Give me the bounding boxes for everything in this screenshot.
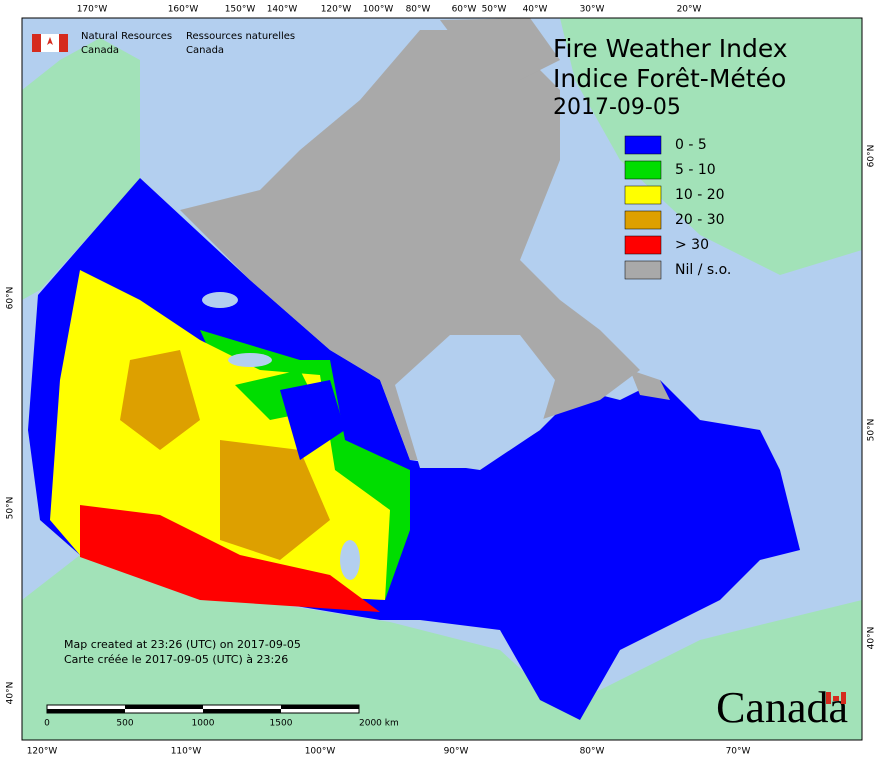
longitude-label: 30°W: [580, 5, 605, 15]
legend-swatch: [624, 210, 662, 230]
legend-label: 0 - 5: [675, 137, 707, 153]
scale-label: 1500: [270, 719, 293, 729]
title: Indice Forêt-Météo: [553, 64, 786, 93]
agency-en: Canada: [81, 45, 119, 56]
agency-en: Natural Resources: [81, 31, 172, 42]
latitude-label: 50°N: [6, 497, 16, 520]
latitude-label: 50°N: [867, 419, 877, 442]
longitude-label: 80°W: [580, 747, 605, 757]
scale-label: 0: [44, 719, 50, 729]
longitude-label: 50°W: [482, 5, 507, 15]
map-frame: [21, 17, 863, 741]
longitude-label: 100°W: [305, 747, 336, 757]
date: 2017-09-05: [553, 95, 681, 120]
longitude-label: 120°W: [27, 747, 58, 757]
agency-fr: Ressources naturelles: [186, 31, 295, 42]
hudson-bay: [395, 335, 555, 468]
fire-zones: [50, 270, 410, 612]
scale-bar: [46, 704, 360, 714]
title: Fire Weather Index: [553, 34, 788, 63]
legend-label: 10 - 20: [675, 187, 725, 203]
longitude-label: 60°W: [452, 5, 477, 15]
legend-label: Nil / s.o.: [675, 262, 731, 278]
longitude-label: 110°W: [171, 747, 202, 757]
latitude-label: 60°N: [867, 145, 877, 168]
footer: Map created at 23:26 (UTC) on 2017-09-05: [64, 638, 301, 651]
footer: Carte créée le 2017-09-05 (UTC) à 23:26: [64, 653, 288, 666]
longitude-label: 80°W: [406, 5, 431, 15]
lakes: [202, 292, 360, 580]
legend-label: > 30: [675, 237, 709, 253]
legend-swatch: [624, 235, 662, 255]
legend-swatch: [624, 135, 662, 155]
wordmark-flag: [826, 692, 846, 704]
legend-swatch: [624, 160, 662, 180]
latitude-label: 60°N: [6, 287, 16, 310]
longitude-label: 40°W: [523, 5, 548, 15]
longitude-label: 150°W: [225, 5, 256, 15]
legend-swatch: [624, 185, 662, 205]
longitude-label: 140°W: [267, 5, 298, 15]
scale-label: 500: [116, 719, 133, 729]
legend-label: 5 - 10: [675, 162, 716, 178]
wordmark: Canada: [716, 683, 848, 732]
legend-label: 20 - 30: [675, 212, 725, 228]
agency-fr: Canada: [186, 45, 224, 56]
longitude-label: 170°W: [77, 5, 108, 15]
longitude-label: 120°W: [321, 5, 352, 15]
longitude-label: 70°W: [726, 747, 751, 757]
latitude-label: 40°N: [6, 682, 16, 705]
flag-logo: [32, 34, 68, 52]
scale-label: 2000 km: [359, 719, 399, 729]
longitude-label: 100°W: [363, 5, 394, 15]
longitude-label: 90°W: [444, 747, 469, 757]
latitude-label: 40°N: [867, 627, 877, 650]
scale-label: 1000: [192, 719, 215, 729]
longitude-label: 160°W: [168, 5, 199, 15]
longitude-label: 20°W: [677, 5, 702, 15]
legend-swatch: [624, 260, 662, 280]
